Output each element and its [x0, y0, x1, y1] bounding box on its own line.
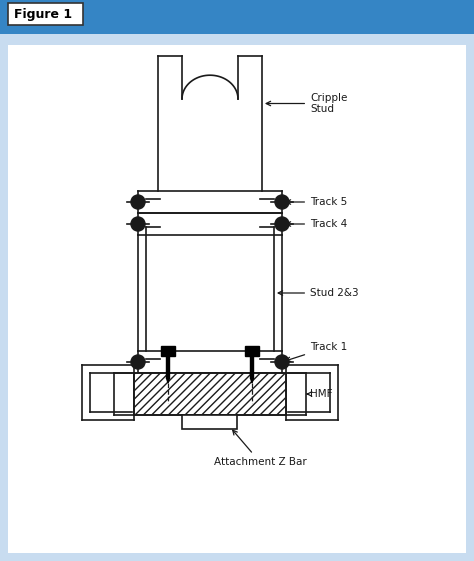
Polygon shape	[250, 356, 254, 378]
Text: Attachment Z Bar: Attachment Z Bar	[214, 430, 306, 467]
Text: HMF: HMF	[307, 389, 332, 399]
Polygon shape	[245, 346, 259, 356]
Circle shape	[131, 355, 145, 369]
Text: Track 1: Track 1	[286, 342, 347, 361]
Circle shape	[131, 195, 145, 209]
Text: Stud 2&3: Stud 2&3	[278, 288, 359, 298]
Text: Figure 1: Figure 1	[14, 7, 72, 21]
Circle shape	[131, 217, 145, 231]
Bar	[134, 373, 286, 415]
Polygon shape	[250, 378, 254, 383]
Circle shape	[275, 217, 289, 231]
Circle shape	[275, 355, 289, 369]
Bar	[182, 415, 237, 429]
Bar	[8, 3, 83, 25]
Circle shape	[275, 195, 289, 209]
Text: Cripple
Stud: Cripple Stud	[266, 93, 347, 114]
Polygon shape	[161, 346, 175, 356]
Polygon shape	[166, 356, 170, 378]
Polygon shape	[166, 378, 170, 383]
Text: Track 4: Track 4	[286, 219, 347, 229]
Bar	[0, 0, 474, 34]
Text: Track 5: Track 5	[286, 197, 347, 207]
